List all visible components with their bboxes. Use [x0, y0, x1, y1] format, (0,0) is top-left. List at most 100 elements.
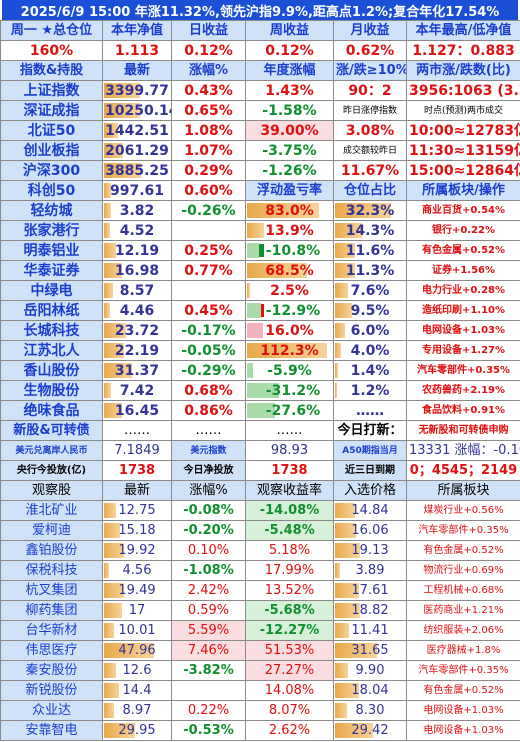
holding-position-text: 7.6% [350, 282, 390, 299]
summary-header-text: 月收益 [350, 22, 390, 38]
summary-value: 0.12% [171, 40, 246, 61]
watch-change-text: -3.82% [183, 662, 234, 678]
watch-return: 51.53% [245, 640, 334, 661]
holding-sector: 专用设备+1.27% [406, 340, 520, 361]
holding-sector-text: 商业百货+0.54% [421, 204, 506, 216]
index-col6-text: 时点(预测)两市成交 [423, 105, 504, 116]
watch-sector: 汽车零部件+0.35% [406, 520, 520, 541]
watch-sector: 汽车零部件+0.35% [406, 660, 520, 681]
watch-name: 保税科技 [0, 560, 103, 581]
holding-change-text: -0.26% [181, 202, 236, 219]
holding-sector: 农药兽药+2.19% [406, 380, 520, 401]
index-row: 深证成指 10250.14 0.65% -1.58% 昨日涨停指数 时点(预测)两市成交 [0, 100, 520, 121]
newstock-cell: …… [245, 420, 334, 441]
holding-row: 华泰证券 16.98 0.77% 68.5% 11.3% 证券+1.56% [0, 260, 520, 281]
fx-cell-text: 98.93 [270, 442, 309, 458]
watch-price: 47.96 [102, 640, 172, 661]
holding-position: …… [333, 400, 407, 421]
holding-pl-text: 112.3% [260, 342, 319, 359]
holding-price-text: 23.72 [114, 322, 160, 339]
watch-price: 29.95 [102, 720, 172, 741]
index-col6-text: 10:00≈12783亿 [409, 122, 520, 139]
level-fill [335, 723, 374, 738]
level-fill [104, 323, 127, 338]
summary-value-text: 1.113 [114, 42, 160, 59]
watch-entry: 31.65 [333, 640, 407, 661]
level-fill [104, 503, 117, 518]
index-name: 创业板指 [0, 140, 103, 161]
holding-price: 4.52 [102, 220, 172, 241]
portfolio-table: 周一 ★总仓位 本年净值 日收益 周收益 月收益 本年最高/低净值 160% 1.113 0.1… [0, 20, 520, 741]
holding-change-text: -0.29% [181, 362, 236, 379]
newstock-cell-text: …… [124, 422, 150, 438]
watch-header: 涨幅% [171, 480, 246, 501]
banner: 2025/6/9 15:00 年涨11.32%,领先沪指9.9%,距高点1.2%… [2, 0, 518, 20]
holding-sector-text: 电网设备+1.03% [421, 324, 506, 336]
level-fill [104, 143, 124, 158]
index-price-text: 997.61 [109, 182, 165, 199]
index-price: 3885.25 [102, 160, 172, 181]
watch-name: 爱柯迪 [0, 520, 103, 541]
index-ytd-text: 1.43% [265, 82, 314, 99]
watch-header-text: 观察收益率 [256, 482, 322, 498]
level-fill [104, 403, 122, 418]
index-ytd-text: -3.75% [262, 142, 317, 159]
index-ytd: -1.58% [245, 100, 334, 121]
watch-name-text: 安靠智电 [25, 722, 78, 738]
watch-header-text: 入选价格 [343, 482, 396, 498]
watch-sector-text: 有色金属+0.52% [423, 684, 504, 696]
watch-change: -3.82% [171, 660, 246, 681]
watch-entry: 18.82 [333, 600, 407, 621]
holding-change: 0.86% [171, 400, 246, 421]
holding-price: 4.46 [102, 300, 172, 321]
watch-sector: 电网设备+1.03% [406, 700, 520, 721]
watch-return-text: -5.48% [264, 522, 315, 538]
level-fill [104, 303, 111, 318]
holding-price: 3.82 [102, 200, 172, 221]
index-col5: 90：2 [333, 80, 407, 101]
holding-position-text: 1.4% [350, 362, 390, 379]
holding-change-text: 0.68% [184, 382, 233, 399]
watch-entry: 3.89 [333, 560, 407, 581]
watch-row: 安靠智电 29.95 -0.53% 2.62% 29.42 电网设备+1.03% [0, 720, 520, 741]
watch-entry-text: 8.30 [355, 702, 385, 718]
holding-pl: 83.0% [245, 200, 334, 221]
watch-entry-text: 11.41 [351, 622, 389, 638]
watch-return: 8.07% [245, 700, 334, 721]
watch-price-text: 19.49 [118, 582, 156, 598]
index-row: 沪深300 3885.25 0.29% -1.26% 11.67% 15:00≈12864… [0, 160, 520, 181]
pboc-cell: 1738 [245, 460, 334, 481]
summary-header: 本年净值 [102, 20, 172, 41]
watch-return: -5.48% [245, 520, 334, 541]
holding-sector: 证券+1.56% [406, 260, 520, 281]
watch-return: 27.27% [245, 660, 334, 681]
summary-header-text: 周一 ★总仓位 [10, 22, 93, 38]
holding-pl: -10.8% [245, 240, 334, 261]
watch-header: 观察收益率 [245, 480, 334, 501]
watch-row: 杭叉集团 19.49 2.42% 13.52% 17.61 工程机械+0.68% [0, 580, 520, 601]
holding-name: 长城科技 [0, 320, 103, 341]
index-col6: 10:00≈12783亿 [406, 120, 520, 141]
holding-name: 绝味食品 [0, 400, 103, 421]
watch-name: 杭叉集团 [0, 580, 103, 601]
level-fill [335, 323, 346, 338]
watch-entry-text: 18.04 [351, 682, 389, 698]
flag-marker [258, 304, 264, 317]
watch-change-text: -1.08% [183, 562, 234, 578]
fx-cell: 98.93 [245, 440, 334, 461]
watch-price: 10.01 [102, 620, 172, 641]
holding-price-text: 4.46 [119, 302, 155, 319]
index-col5-text: 成交额较昨日 [342, 145, 397, 156]
level-fill [335, 363, 338, 378]
newstock-cell: 新股&可转债 [0, 420, 103, 441]
watch-sector: 煤炭行业+0.56% [406, 500, 520, 521]
holding-name-text: 明泰铝业 [23, 242, 80, 259]
index-col5-text: 3.08% [345, 122, 395, 139]
holding-price-text: 31.37 [114, 362, 160, 379]
holding-price-text: 3.82 [119, 202, 155, 219]
holding-name-text: 张家港行 [23, 222, 80, 239]
level-fill [335, 343, 342, 358]
watch-price-text: 14.4 [122, 682, 152, 698]
pboc-cell-text: 1738 [118, 462, 156, 478]
level-fill [104, 723, 136, 738]
